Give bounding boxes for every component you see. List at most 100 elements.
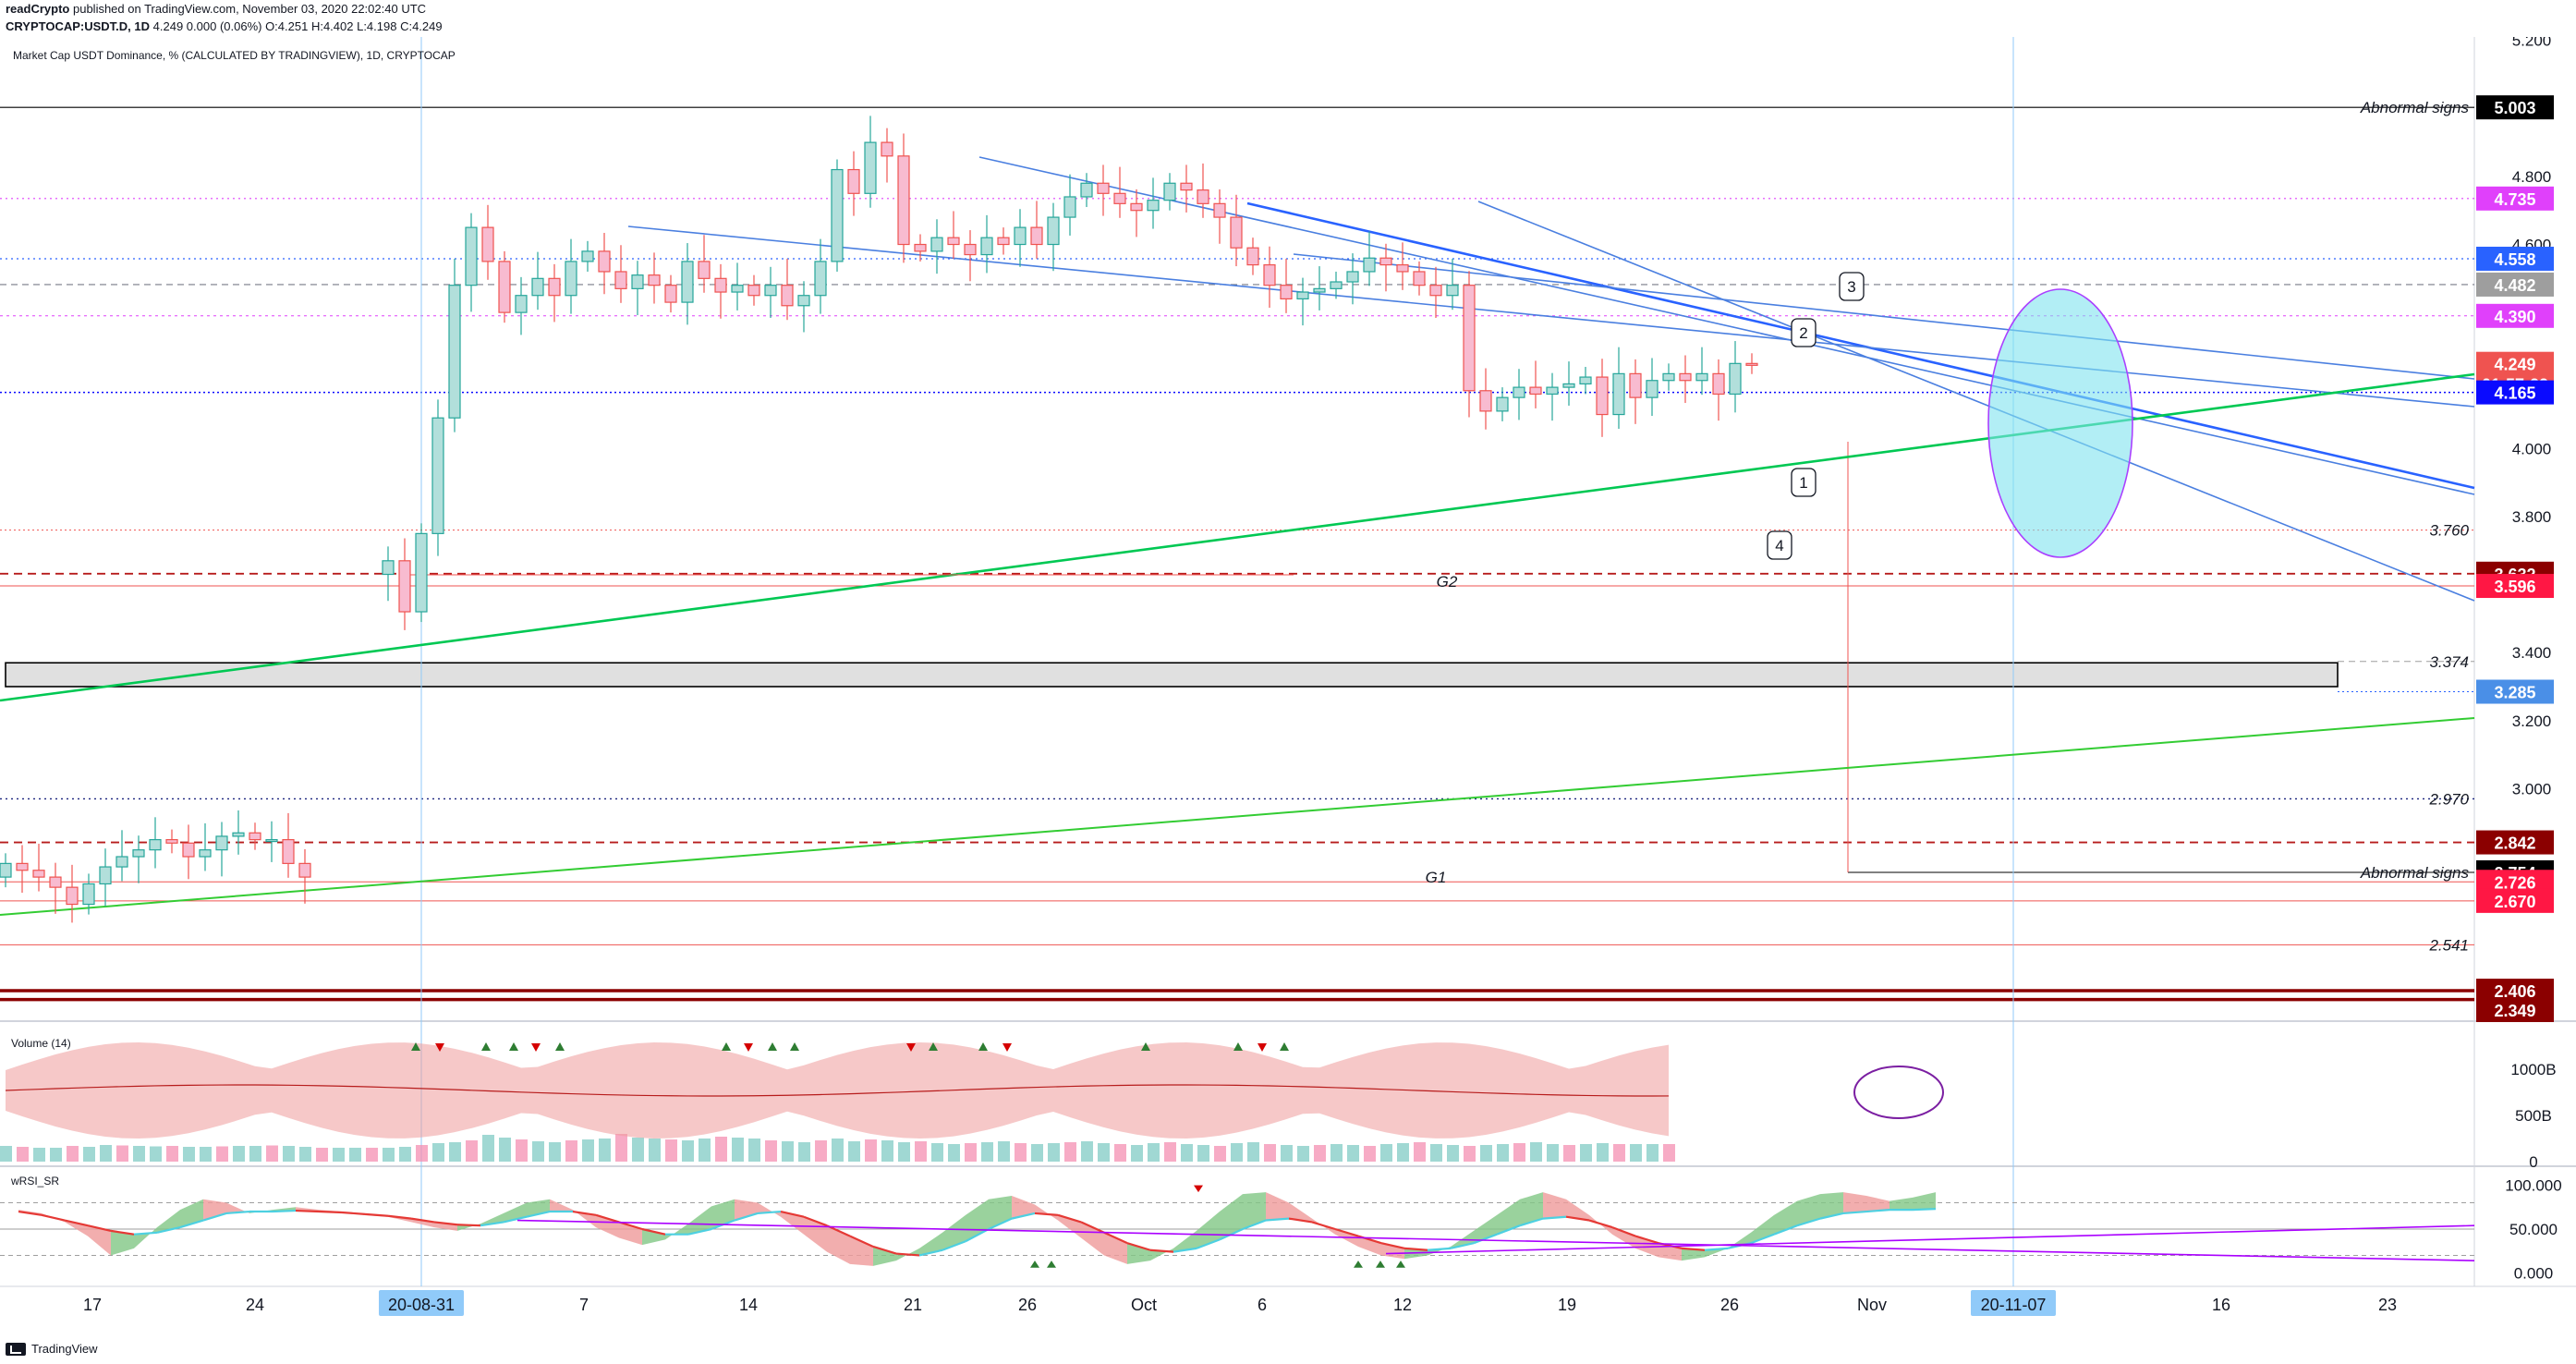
- rsi-signal-line[interactable]: [641, 1227, 666, 1236]
- rsi-signal-line[interactable]: [965, 1228, 990, 1243]
- rsi-signal-line[interactable]: [1380, 1242, 1405, 1249]
- volume-bar[interactable]: [1164, 1142, 1176, 1162]
- volume-bar[interactable]: [1247, 1142, 1259, 1162]
- rsi-signal-line[interactable]: [1519, 1217, 1544, 1227]
- candle-body[interactable]: [1546, 386, 1559, 396]
- candle-body[interactable]: [1230, 216, 1243, 249]
- volume-bar[interactable]: [1364, 1146, 1376, 1162]
- candle-body[interactable]: [1063, 196, 1076, 218]
- rsi-ribbon-segment[interactable]: [550, 1199, 573, 1212]
- volume-highlight-circle[interactable]: [1853, 1066, 1944, 1119]
- callout-box[interactable]: [1791, 318, 1817, 347]
- rsi-signal-line[interactable]: [687, 1227, 712, 1236]
- volume-bar[interactable]: [17, 1147, 29, 1162]
- candle-body[interactable]: [32, 870, 45, 878]
- candle-body[interactable]: [481, 226, 494, 262]
- volume-bar[interactable]: [466, 1140, 478, 1162]
- rsi-signal-line[interactable]: [1173, 1247, 1197, 1253]
- volume-bar[interactable]: [383, 1148, 395, 1162]
- candle-body[interactable]: [947, 237, 960, 246]
- candle-body[interactable]: [1197, 189, 1209, 204]
- candle-body[interactable]: [814, 261, 827, 297]
- candle-body[interactable]: [1080, 182, 1093, 198]
- candle-body[interactable]: [1213, 202, 1226, 218]
- rsi-signal-line[interactable]: [526, 1210, 551, 1218]
- volume-bar[interactable]: [782, 1141, 794, 1162]
- volume-bar[interactable]: [1314, 1145, 1326, 1162]
- volume-bar[interactable]: [1547, 1144, 1559, 1162]
- candle-body[interactable]: [398, 560, 411, 613]
- volume-bar[interactable]: [1563, 1145, 1575, 1162]
- rsi-ribbon-segment[interactable]: [804, 1216, 827, 1252]
- trend-line[interactable]: [1293, 253, 2475, 380]
- rsi-signal-line[interactable]: [110, 1229, 135, 1236]
- candle-body[interactable]: [1429, 285, 1442, 297]
- candle-body[interactable]: [415, 532, 428, 613]
- candle-body[interactable]: [997, 237, 1010, 246]
- rsi-signal-line[interactable]: [1450, 1242, 1475, 1249]
- candle-body[interactable]: [631, 274, 644, 289]
- candle-body[interactable]: [565, 261, 577, 297]
- candle-body[interactable]: [0, 862, 12, 878]
- volume-bar[interactable]: [1480, 1145, 1492, 1162]
- volume-bar[interactable]: [349, 1148, 361, 1162]
- candle-body[interactable]: [1679, 372, 1692, 382]
- rsi-pane[interactable]: [0, 1185, 2475, 1268]
- candle-body[interactable]: [232, 832, 245, 837]
- rsi-ribbon-segment[interactable]: [642, 1229, 665, 1246]
- rsi-signal-line[interactable]: [803, 1215, 828, 1227]
- rsi-signal-line[interactable]: [1265, 1217, 1290, 1222]
- rsi-signal-line[interactable]: [1611, 1226, 1636, 1237]
- box-zone[interactable]: [5, 662, 2339, 688]
- rsi-signal-line[interactable]: [433, 1221, 458, 1226]
- volume-bar[interactable]: [965, 1143, 977, 1162]
- volume-bar[interactable]: [249, 1146, 261, 1162]
- rsi-signal-line[interactable]: [895, 1252, 920, 1257]
- rsi-signal-line[interactable]: [849, 1235, 874, 1248]
- rsi-signal-line[interactable]: [1704, 1247, 1729, 1251]
- volume-bar[interactable]: [183, 1147, 195, 1162]
- volume-bar[interactable]: [1464, 1146, 1476, 1162]
- candle-body[interactable]: [1646, 380, 1659, 398]
- candle-body[interactable]: [648, 274, 661, 286]
- volume-bar[interactable]: [33, 1148, 45, 1162]
- rsi-signal-line[interactable]: [1080, 1221, 1105, 1234]
- candle-body[interactable]: [1180, 182, 1193, 191]
- candle-body[interactable]: [1463, 285, 1476, 392]
- rsi-ribbon-segment[interactable]: [1127, 1243, 1150, 1264]
- candle-body[interactable]: [382, 560, 395, 576]
- candle-body[interactable]: [1330, 281, 1343, 289]
- rsi-signal-line[interactable]: [988, 1217, 1013, 1231]
- volume-bar[interactable]: [798, 1142, 810, 1162]
- volume-bar[interactable]: [67, 1146, 79, 1162]
- rsi-signal-line[interactable]: [87, 1224, 112, 1232]
- author-name[interactable]: readCrypto: [6, 2, 70, 16]
- rsi-signal-line[interactable]: [64, 1219, 89, 1227]
- rsi-ribbon-segment[interactable]: [966, 1199, 989, 1242]
- rsi-ribbon-segment[interactable]: [1913, 1192, 1936, 1211]
- rsi-signal-line[interactable]: [1034, 1212, 1059, 1216]
- candle-body[interactable]: [614, 271, 627, 289]
- volume-bar[interactable]: [100, 1145, 112, 1162]
- rsi-ribbon-segment[interactable]: [1266, 1192, 1289, 1221]
- candle-body[interactable]: [1745, 362, 1758, 366]
- rsi-ribbon-segment[interactable]: [1543, 1192, 1566, 1219]
- volume-bar[interactable]: [399, 1147, 411, 1162]
- rsi-ribbon-segment[interactable]: [942, 1214, 966, 1250]
- volume-bar[interactable]: [1015, 1143, 1027, 1162]
- volume-bar[interactable]: [0, 1146, 12, 1162]
- rsi-ribbon-segment[interactable]: [1520, 1192, 1543, 1226]
- candle-body[interactable]: [1313, 287, 1326, 293]
- volume-bar[interactable]: [1197, 1145, 1209, 1162]
- volume-bar[interactable]: [815, 1140, 827, 1162]
- rsi-ribbon-segment[interactable]: [1843, 1192, 1866, 1213]
- volume-bar[interactable]: [1380, 1144, 1392, 1162]
- candle-body[interactable]: [1695, 372, 1708, 382]
- rsi-ribbon-segment[interactable]: [88, 1225, 111, 1256]
- volume-bar[interactable]: [449, 1142, 461, 1162]
- candle-body[interactable]: [881, 141, 893, 157]
- candle-body[interactable]: [515, 295, 528, 313]
- rsi-signal-line[interactable]: [18, 1210, 43, 1216]
- volume-bar[interactable]: [1081, 1141, 1093, 1162]
